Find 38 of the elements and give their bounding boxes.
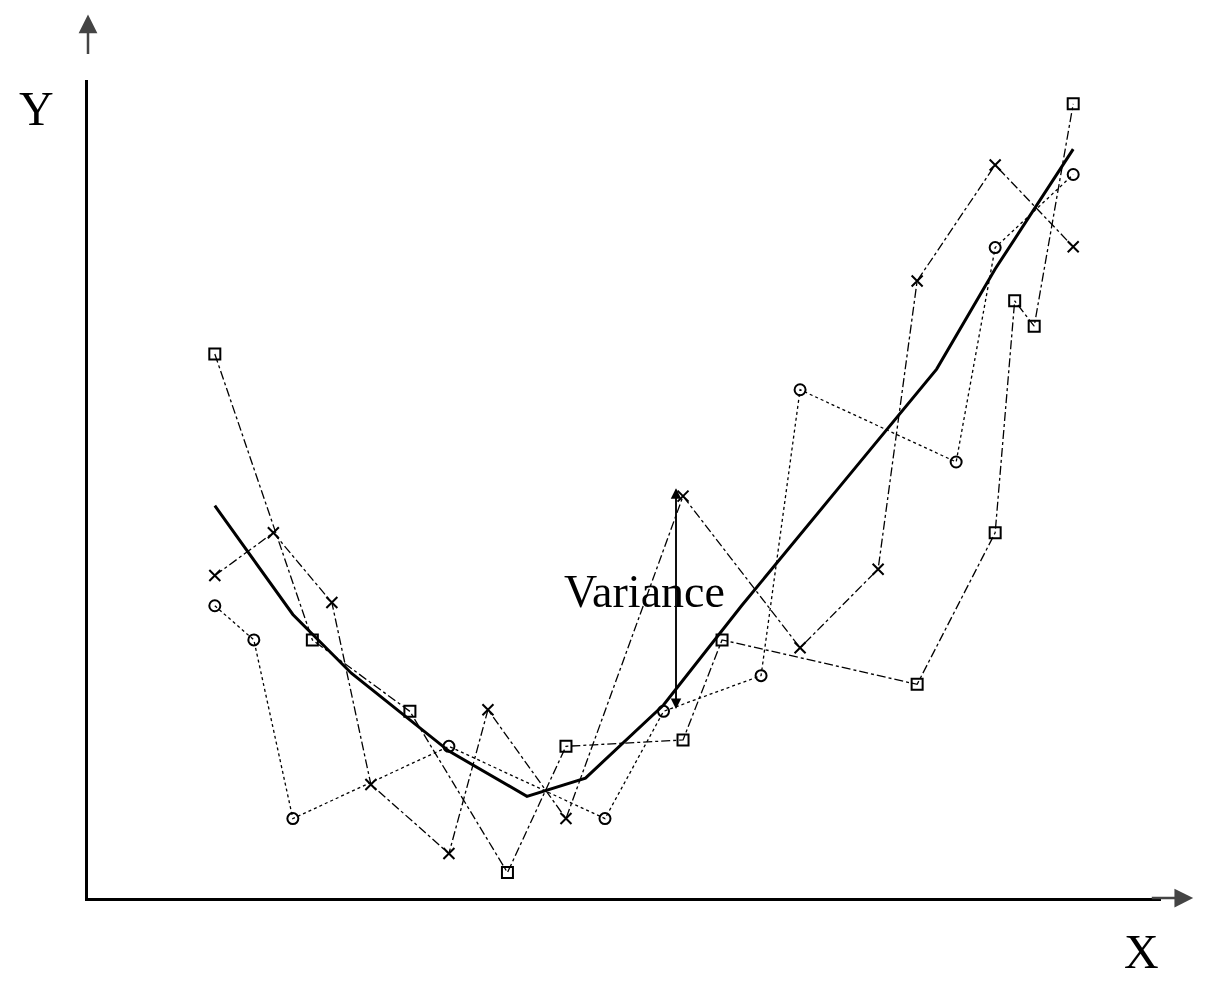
point (247, 633, 261, 647)
point (1066, 168, 1080, 182)
point (754, 669, 768, 683)
point (325, 596, 339, 610)
x-axis-title: X (1124, 925, 1159, 978)
point (793, 383, 807, 397)
point (988, 526, 1002, 540)
point (676, 489, 690, 503)
point (442, 847, 456, 861)
point (305, 633, 319, 647)
point (949, 455, 963, 469)
point (442, 739, 456, 753)
point (1066, 97, 1080, 111)
point (559, 812, 573, 826)
point (266, 526, 280, 540)
point (910, 677, 924, 691)
point (208, 569, 222, 583)
point (208, 599, 222, 613)
point (988, 158, 1002, 172)
point (364, 777, 378, 791)
point (657, 704, 671, 718)
point (286, 812, 300, 826)
point (1027, 319, 1041, 333)
point (559, 739, 573, 753)
y-axis-title: Y (19, 82, 54, 135)
point (988, 241, 1002, 255)
point (598, 812, 612, 826)
point (481, 703, 495, 717)
point (910, 274, 924, 288)
point (208, 347, 222, 361)
point (793, 641, 807, 655)
point (1066, 240, 1080, 254)
point (1008, 294, 1022, 308)
point (500, 866, 514, 880)
point (871, 562, 885, 576)
point (715, 633, 729, 647)
point (403, 704, 417, 718)
point (676, 733, 690, 747)
